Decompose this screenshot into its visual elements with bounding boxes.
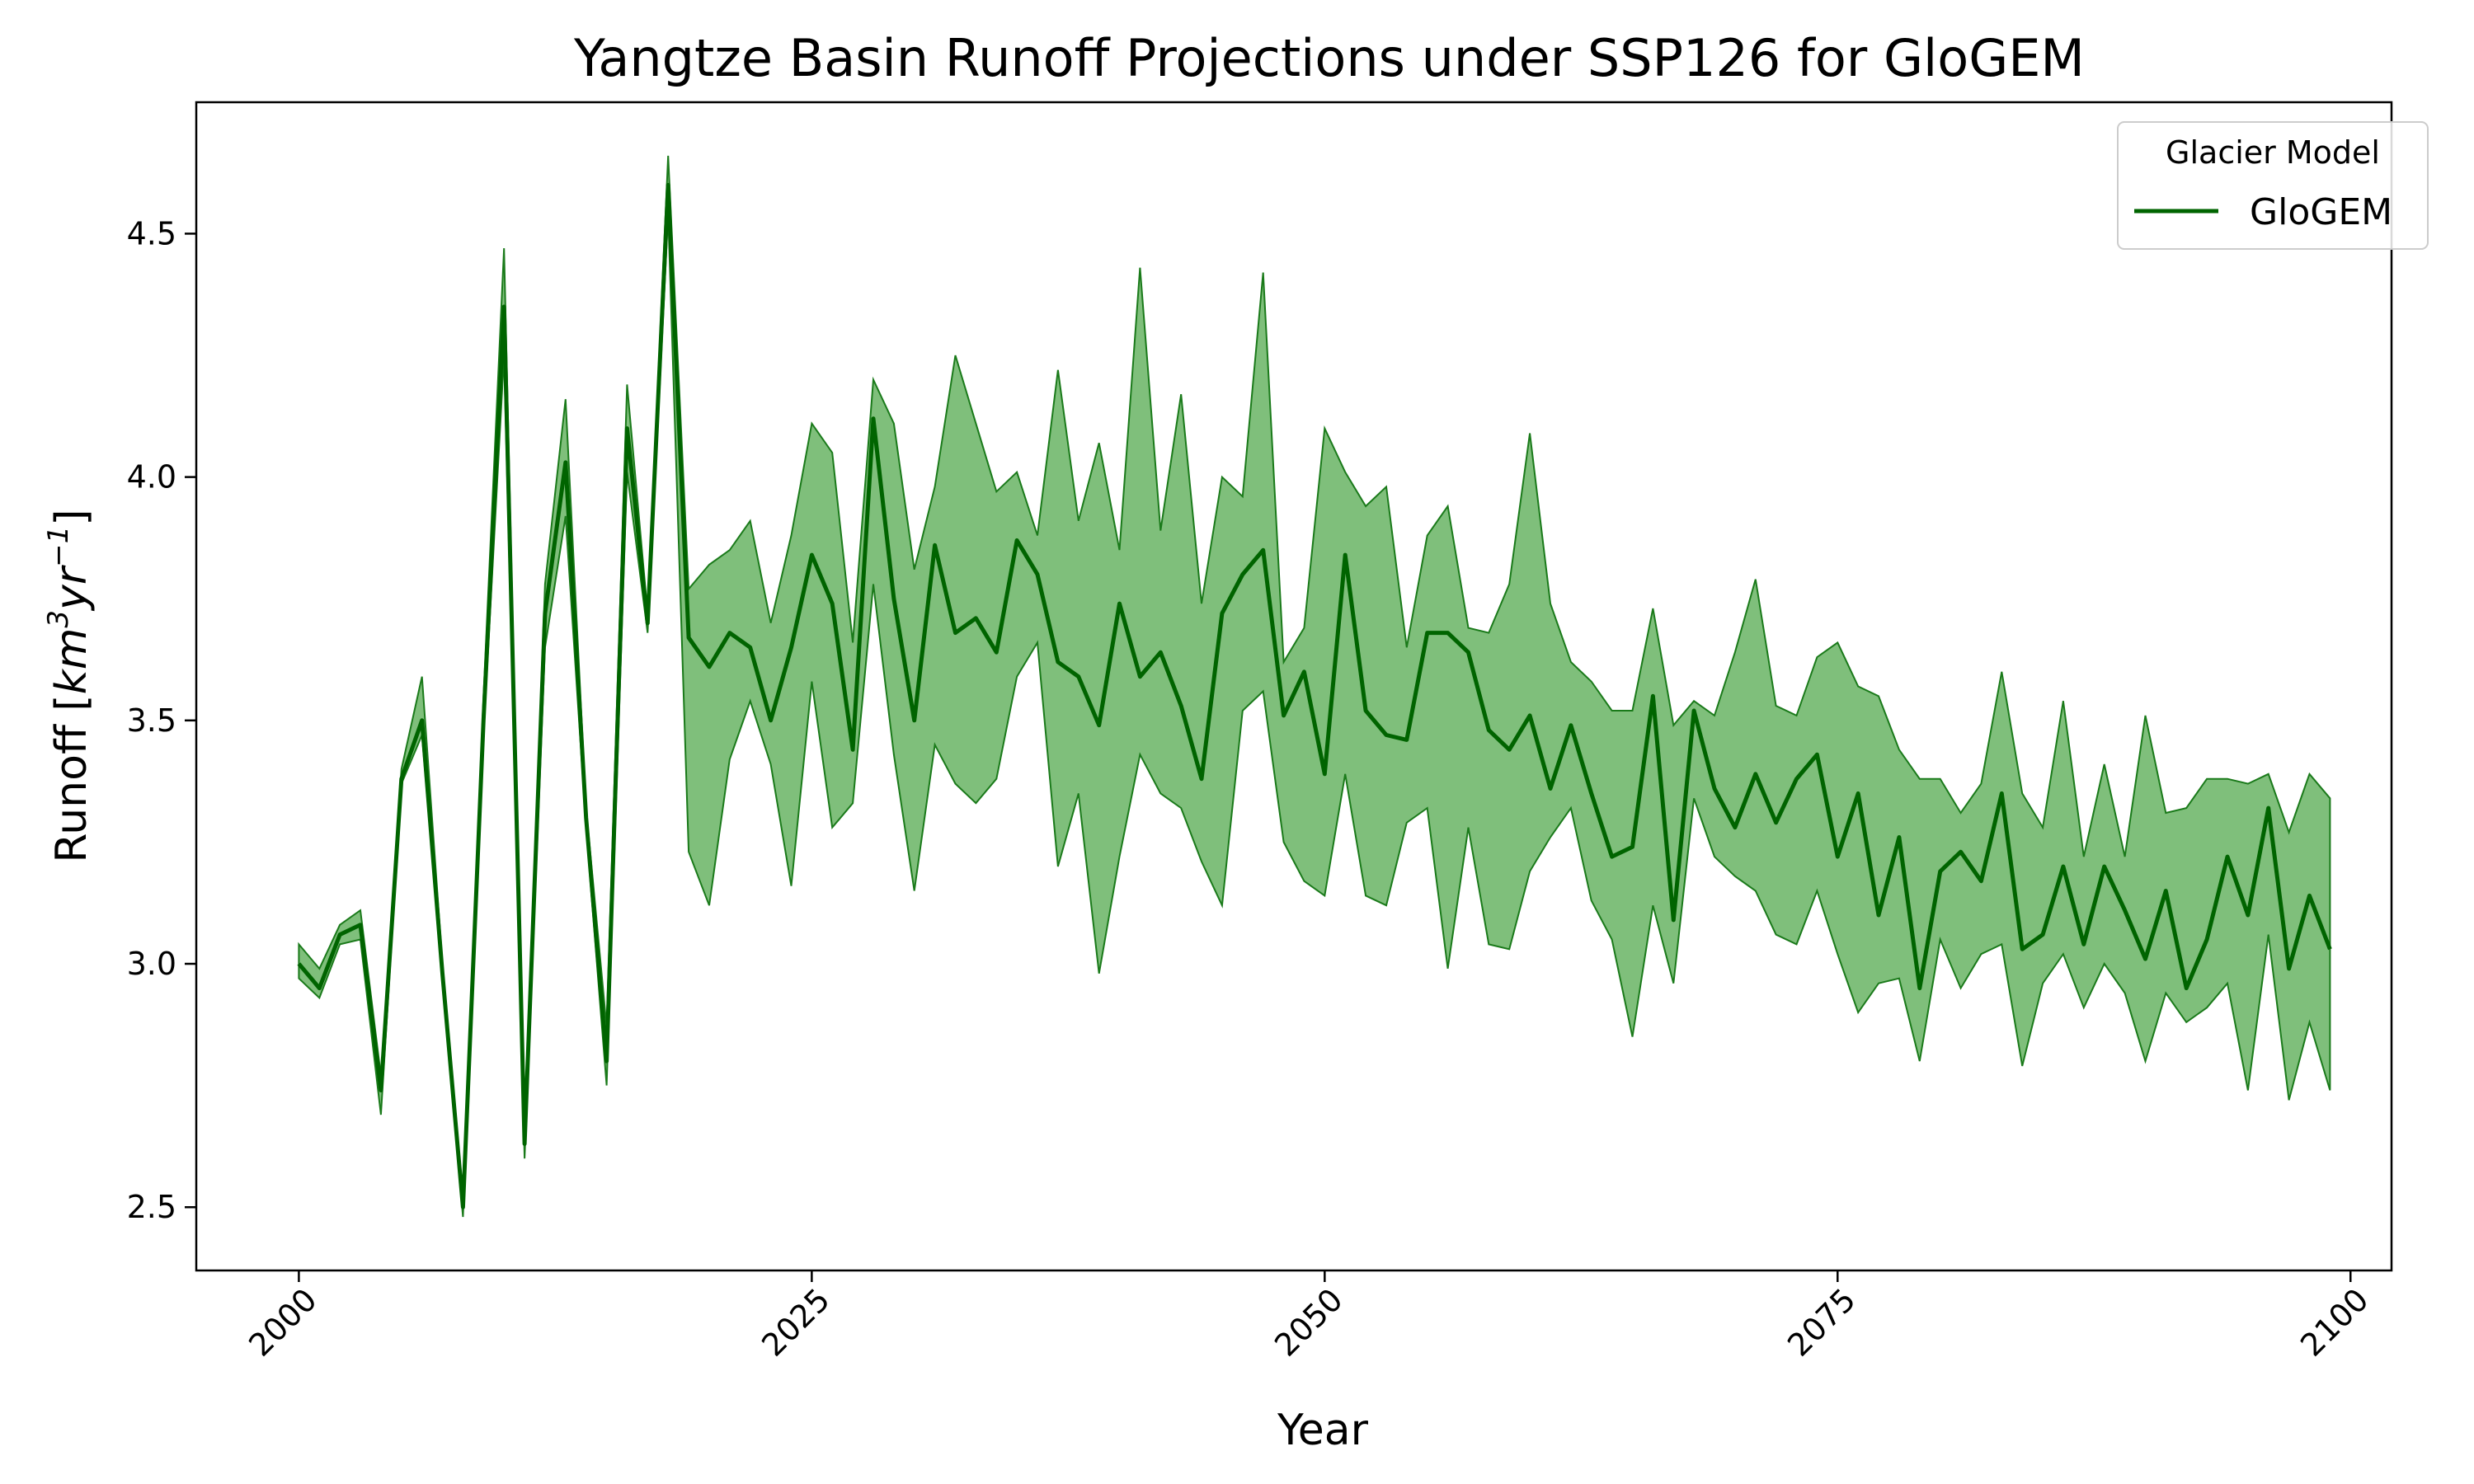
legend: Glacier Model GloGEM xyxy=(2117,121,2429,250)
y-axis-title-close: ] xyxy=(47,509,96,525)
plot-frame xyxy=(195,101,2393,1272)
legend-label-glogem: GloGEM xyxy=(2250,191,2392,233)
y-axis-title-main: Runoff [ xyxy=(47,694,96,862)
y-axis-title: Runoff [km3yr−1] xyxy=(42,509,96,862)
uncertainty-band xyxy=(298,155,2331,1218)
plot-area xyxy=(297,155,2332,1218)
y-tick-label: 3.5 xyxy=(127,702,176,739)
y-tick-label: 2.5 xyxy=(127,1189,176,1225)
y-axis-title-supm1: −1 xyxy=(42,526,75,567)
y-axis-title-km: km xyxy=(47,628,96,695)
y-tick-label: 3.0 xyxy=(127,946,176,982)
y-tick-label: 4.0 xyxy=(127,459,176,495)
chart-title: Yangtze Basin Runoff Projections under S… xyxy=(573,28,2085,88)
x-axis-title: Year xyxy=(1277,1406,1369,1455)
y-tick-label: 4.5 xyxy=(127,215,176,251)
series-line-glogem xyxy=(297,182,2332,1209)
y-axis-title-yr: yr xyxy=(47,564,96,612)
y-axis: 2.5 3.0 3.5 4.0 4.5 xyxy=(127,215,196,1225)
legend-box xyxy=(2117,121,2429,250)
legend-title: Glacier Model xyxy=(2166,134,2380,171)
y-axis-title-sup3: 3 xyxy=(42,610,75,628)
